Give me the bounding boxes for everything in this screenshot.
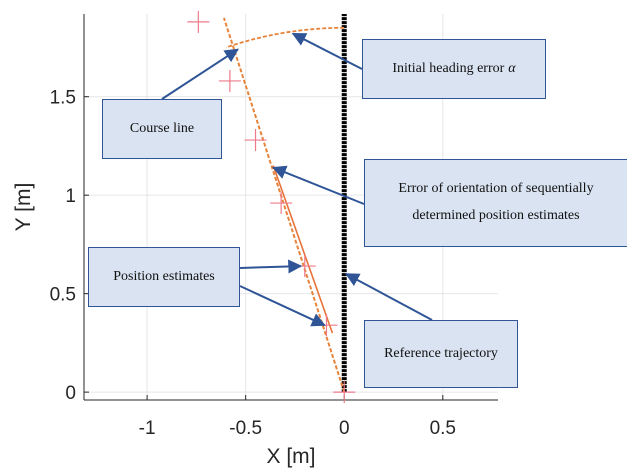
annotation-reference-trajectory: Reference trajectory [364,320,518,388]
position-estimate-marker [270,192,293,215]
annotation-orientation-error: Error of orientation of sequentially det… [364,159,627,247]
annotation-arrow [161,48,239,100]
annotation-position-estimates: Position estimates [88,247,240,307]
annotation-course-line: Course line [102,99,222,159]
tick-labels: -1 -0.5 0 0.5 0 0.5 1 1.5 [50,88,456,439]
x-tick-label: -1 [139,418,156,439]
heading-error-arc [225,26,345,49]
position-estimate-marker [333,381,356,404]
x-tick-label: -0.5 [229,418,262,439]
course-line [223,17,346,393]
series-layer [187,10,356,404]
position-estimate-marker [218,69,241,92]
annotation-heading-error: Initial heading error α [362,39,546,99]
y-axis-title: Y [m] [12,183,35,232]
x-tick-label: 0.5 [430,418,456,439]
annotation-reference-trajectory-text: Reference trajectory [384,345,498,361]
position-estimate-marker [244,129,267,152]
annotation-arrow [239,285,326,327]
annotation-arrow [271,165,365,205]
annotation-arrow [239,259,303,274]
annotation-position-estimates-text: Position estimates [113,268,215,284]
annotation-heading-error-text: Initial heading error [392,60,505,76]
y-tick-label: 0 [65,383,76,404]
y-tick-label: 1 [65,186,76,207]
x-axis-title: X [m] [266,445,315,468]
annotation-course-line-text: Course line [129,120,195,136]
annotation-arrows [161,32,433,327]
y-tick-label: 1.5 [50,88,76,109]
annotation-orientation-error-line-1: Error of orientation of sequentially [398,181,594,197]
annotation-arrow [344,273,433,321]
orientation-error-line [272,165,334,334]
annotation-orientation-error-line-2: determined position estimates [412,208,580,223]
position-estimate-marker [187,10,210,33]
alpha-symbol: α [508,60,516,76]
x-tick-label: 0 [339,418,350,439]
y-tick-label: 0.5 [50,285,76,306]
annotation-arrow [291,32,363,70]
